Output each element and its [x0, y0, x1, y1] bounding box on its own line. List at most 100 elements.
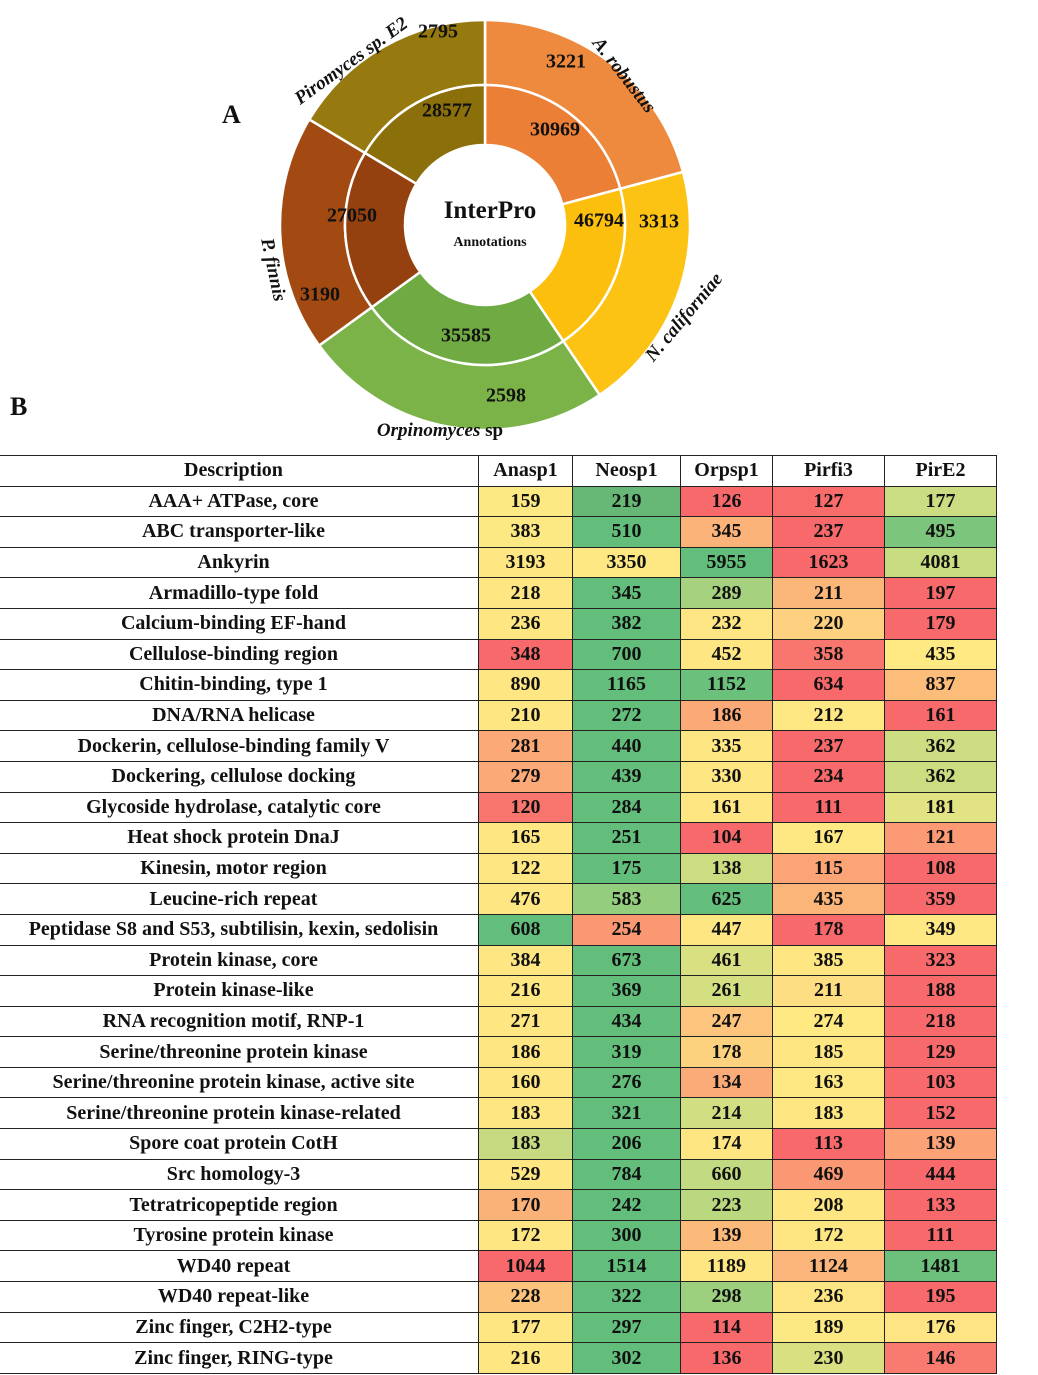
heatmap-cell: 139	[884, 1128, 997, 1160]
heatmap-cell: 197	[884, 577, 997, 609]
heatmap-row-label: Tyrosine protein kinase	[0, 1219, 479, 1252]
heatmap-cell: 179	[884, 607, 997, 640]
heatmap-cell: 120	[478, 791, 573, 824]
heatmap-cell: 178	[680, 1036, 773, 1068]
heatmap-row: Serine/threonine protein kinase 186 319 178…	[0, 1036, 997, 1068]
heatmap-cell: 279	[478, 760, 573, 793]
heatmap-cell: 700	[572, 638, 681, 671]
heatmap-cell: 211	[772, 975, 885, 1007]
heatmap-cell: 172	[478, 1219, 573, 1252]
heatmap-cell: 183	[478, 1128, 573, 1160]
heatmap-cell: 195	[884, 1281, 997, 1313]
heatmap-cell: 452	[680, 638, 773, 671]
heatmap-cell: 837	[884, 669, 997, 701]
heatmap-row-label: Leucine-rich repeat	[0, 883, 479, 915]
heatmap-cell: 434	[572, 1005, 681, 1038]
heatmap-row: WD40 repeat-like 228 322 298 236 195	[0, 1281, 997, 1313]
heatmap-cell: 1152	[680, 669, 773, 701]
heatmap-header-row: Description Anasp1 Neosp1 Orpsp1 Pirfi3 PirE2	[0, 455, 997, 487]
panel-a-label: A	[222, 100, 241, 129]
heatmap-cell: 242	[572, 1189, 681, 1221]
heatmap-row: Ankyrin 3193 3350 5955 1623 4081	[0, 546, 997, 579]
heatmap-cell: 228	[478, 1281, 573, 1313]
heatmap-cell: 298	[680, 1281, 773, 1313]
heatmap-cell: 214	[680, 1097, 773, 1130]
heatmap-cell: 216	[478, 1342, 573, 1374]
heatmap-row: ABC transporter-like 383 510 345 237 495	[0, 516, 997, 548]
heatmap-cell: 362	[884, 760, 997, 793]
heatmap-cell: 108	[884, 852, 997, 885]
heatmap-column-header: Orpsp1	[680, 455, 773, 487]
heatmap-cell: 284	[572, 791, 681, 824]
heatmap-cell: 189	[772, 1311, 885, 1344]
heatmap-row: Heat shock protein DnaJ 165 251 104 167 121	[0, 822, 997, 854]
heatmap-cell: 1124	[772, 1250, 885, 1283]
heatmap-cell: 160	[478, 1066, 573, 1099]
heatmap-cell: 261	[680, 975, 773, 1007]
heatmap-row: WD40 repeat 1044 1514 1189 1124 1481	[0, 1250, 997, 1283]
heatmap-cell: 234	[772, 760, 885, 793]
heatmap-cell: 111	[884, 1219, 997, 1252]
heatmap-cell: 608	[478, 913, 573, 946]
heatmap-row: Spore coat protein CotH 183 206 174 113 139	[0, 1128, 997, 1160]
heatmap-row-label: Ankyrin	[0, 546, 479, 579]
heatmap-row-label: Calcium-binding EF-hand	[0, 607, 479, 640]
donut-inner-value: 27050	[327, 205, 377, 227]
heatmap-cell: 890	[478, 669, 573, 701]
heatmap-row: Zinc finger, RING-type 216 302 136 230 146	[0, 1342, 997, 1374]
heatmap-row-label: WD40 repeat-like	[0, 1281, 479, 1313]
heatmap-cell: 111	[772, 791, 885, 824]
heatmap-row: AAA+ ATPase, core 159 219 126 127 177	[0, 485, 997, 518]
heatmap-row-label: Armadillo-type fold	[0, 577, 479, 609]
heatmap-cell: 435	[884, 638, 997, 671]
donut-inner-value: 35585	[441, 325, 491, 347]
heatmap-cell: 103	[884, 1066, 997, 1099]
heatmap-cell: 583	[572, 883, 681, 915]
heatmap-cell: 4081	[884, 546, 997, 579]
heatmap-cell: 218	[478, 577, 573, 609]
heatmap-cell: 1481	[884, 1250, 997, 1283]
heatmap-cell: 289	[680, 577, 773, 609]
heatmap-cell: 159	[478, 485, 573, 518]
heatmap-cell: 345	[680, 516, 773, 548]
heatmap-cell: 236	[478, 607, 573, 640]
heatmap-cell: 133	[884, 1189, 997, 1221]
heatmap-row: Kinesin, motor region 122 175 138 115 108	[0, 852, 997, 885]
donut-inner-value: 30969	[530, 119, 580, 141]
heatmap-cell: 1044	[478, 1250, 573, 1283]
heatmap-cell: 444	[884, 1158, 997, 1191]
heatmap-cell: 210	[478, 699, 573, 732]
heatmap-cell: 183	[478, 1097, 573, 1130]
heatmap-row-label: Kinesin, motor region	[0, 852, 479, 885]
heatmap-row: Armadillo-type fold 218 345 289 211 197	[0, 577, 997, 609]
heatmap-cell: 218	[884, 1005, 997, 1038]
heatmap-cell: 177	[884, 485, 997, 518]
heatmap-cell: 435	[772, 883, 885, 915]
heatmap-cell: 625	[680, 883, 773, 915]
heatmap-cell: 236	[772, 1281, 885, 1313]
heatmap-cell: 1189	[680, 1250, 773, 1283]
heatmap-column-header: Neosp1	[572, 455, 681, 487]
heatmap-cell: 330	[680, 760, 773, 793]
heatmap-cell: 186	[478, 1036, 573, 1068]
heatmap-row: Src homology-3 529 784 660 469 444	[0, 1158, 997, 1191]
heatmap-cell: 461	[680, 944, 773, 977]
heatmap-cell: 223	[680, 1189, 773, 1221]
heatmap-cell: 177	[478, 1311, 573, 1344]
heatmap-cell: 1165	[572, 669, 681, 701]
heatmap-row: Calcium-binding EF-hand 236 382 232 220 179	[0, 607, 997, 640]
heatmap-row-label: Dockerin, cellulose-binding family V	[0, 730, 479, 762]
heatmap-cell: 1514	[572, 1250, 681, 1283]
heatmap-cell: 174	[680, 1128, 773, 1160]
heatmap-cell: 348	[478, 638, 573, 671]
heatmap-cell: 216	[478, 975, 573, 1007]
heatmap-row-label: Peptidase S8 and S53, subtilisin, kexin,…	[0, 913, 479, 946]
heatmap-cell: 660	[680, 1158, 773, 1191]
heatmap-cell: 206	[572, 1128, 681, 1160]
heatmap-cell: 281	[478, 730, 573, 762]
heatmap-cell: 176	[884, 1311, 997, 1344]
heatmap-row: Peptidase S8 and S53, subtilisin, kexin,…	[0, 913, 997, 946]
donut-inner-value: 28577	[422, 100, 472, 122]
heatmap-cell: 369	[572, 975, 681, 1007]
heatmap-row-label: Zinc finger, C2H2-type	[0, 1311, 479, 1344]
